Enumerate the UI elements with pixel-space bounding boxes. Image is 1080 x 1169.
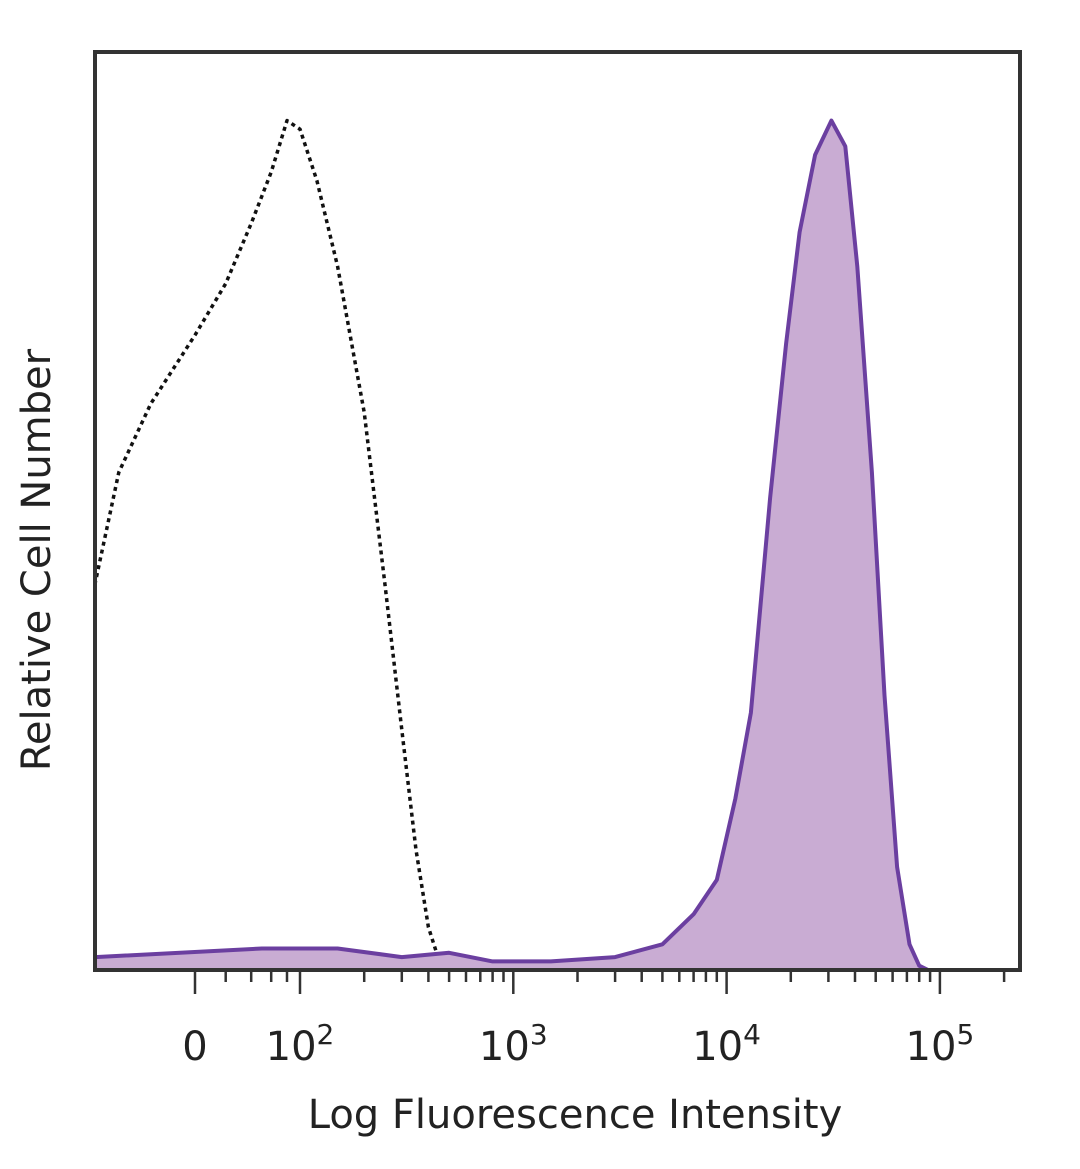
y-axis-label: Relative Cell Number: [14, 348, 60, 771]
x-tick-label-4: 105: [906, 1018, 975, 1070]
series-0-line: [93, 118, 451, 972]
x-axis-tick-labels: 0 102 103 104 105: [182, 1018, 974, 1070]
x-tick-label-2: 103: [479, 1018, 548, 1070]
x-axis-ticks: [193, 970, 1006, 994]
x-tick-label-3: 104: [692, 1018, 761, 1070]
plot-area: [93, 118, 929, 972]
series-1-area: [95, 120, 929, 971]
x-axis-label: Log Fluorescence Intensity: [308, 1092, 843, 1138]
series-1-line: [93, 118, 929, 972]
x-tick-label-0: 0: [182, 1024, 207, 1070]
plot-frame: [93, 50, 1022, 972]
x-tick-label-1: 102: [266, 1018, 335, 1070]
